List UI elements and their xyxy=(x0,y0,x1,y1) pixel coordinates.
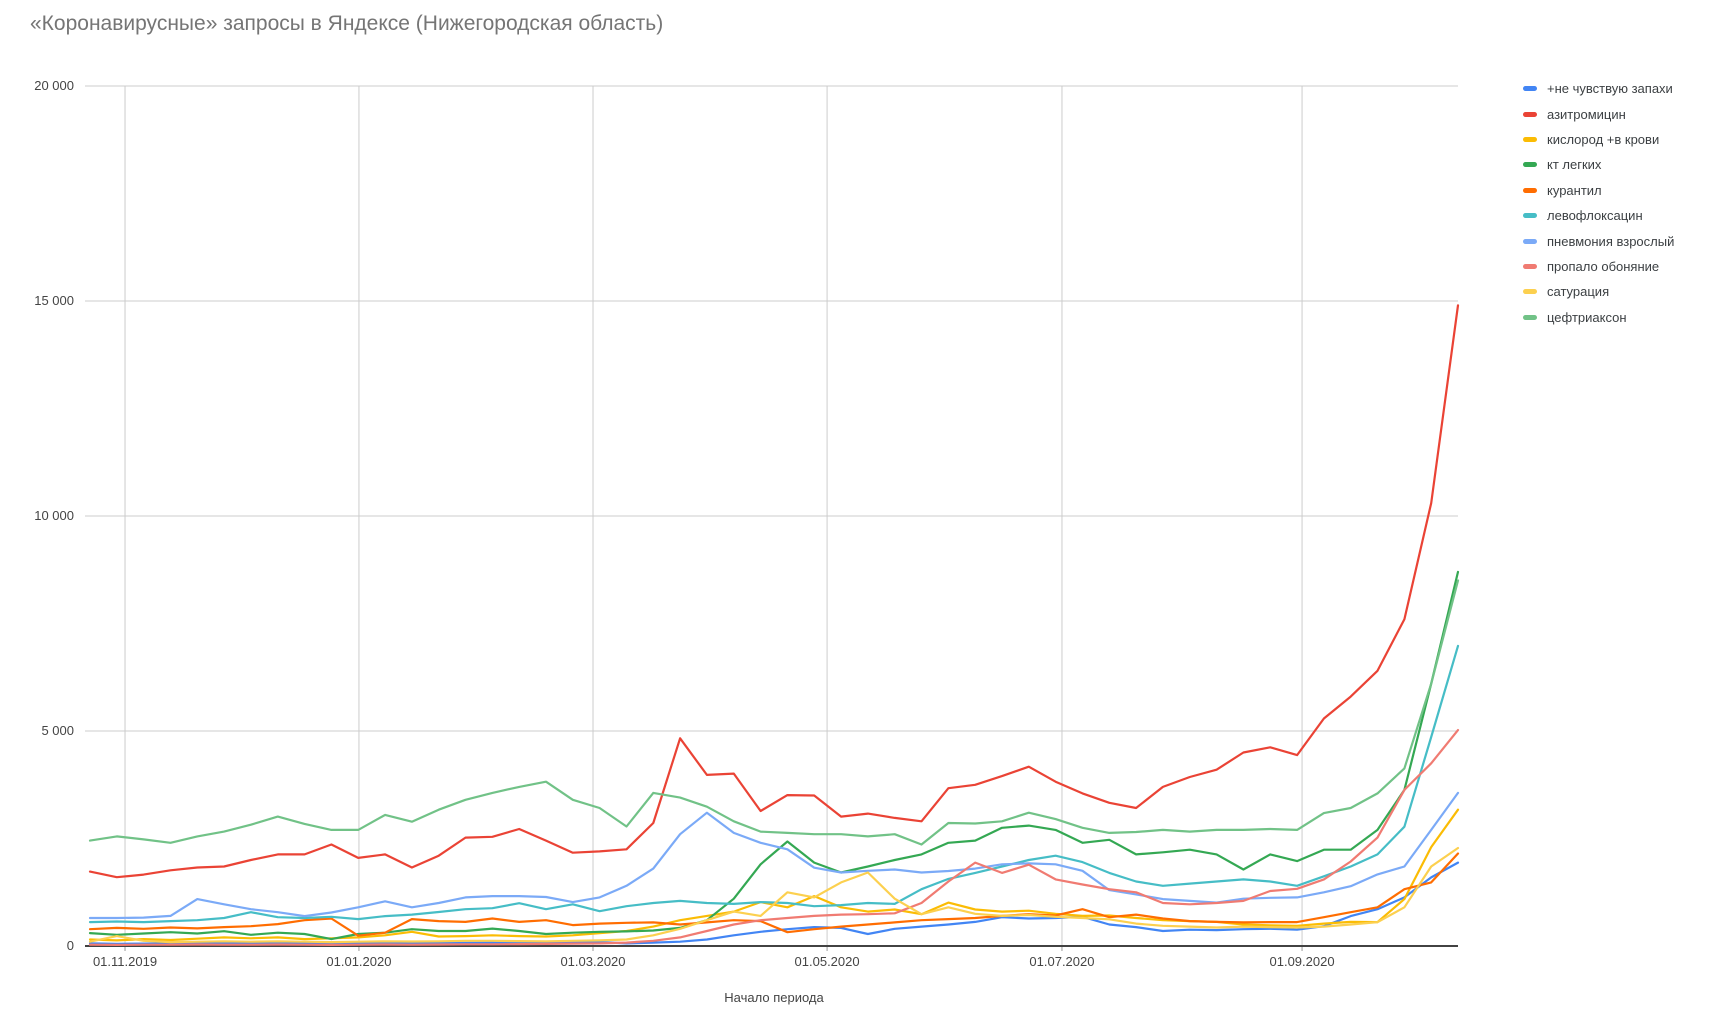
y-tick-label: 10 000 xyxy=(34,508,74,523)
series-line-4 xyxy=(88,852,1460,937)
y-tick-label: 5 000 xyxy=(41,723,74,738)
series-line-3 xyxy=(88,570,1460,941)
x-tick-label: 01.01.2020 xyxy=(326,954,392,969)
series-line-9 xyxy=(88,579,1460,846)
legend-swatch-icon xyxy=(1523,187,1537,193)
legend-swatch-icon xyxy=(1523,136,1537,142)
legend-label: левофлоксацин xyxy=(1547,208,1643,224)
x-tick-label: 01.07.2020 xyxy=(1029,954,1095,969)
legend-label: кислород +в крови xyxy=(1547,131,1660,147)
legend-item: пневмония взрослый xyxy=(1523,228,1674,253)
legend-swatch-icon xyxy=(1523,238,1537,244)
series-line-0 xyxy=(88,861,1460,946)
series-line-6 xyxy=(88,791,1460,920)
legend-item: цефтриаксон xyxy=(1523,305,1674,330)
legend-item: сатурация xyxy=(1523,279,1674,304)
legend-swatch-icon xyxy=(1523,289,1537,295)
legend-swatch-icon xyxy=(1523,263,1537,269)
legend-swatch-icon xyxy=(1523,162,1537,168)
legend-item: +не чувствую запахи xyxy=(1523,76,1674,101)
x-tick-label: 01.03.2020 xyxy=(560,954,626,969)
legend-label: азитромицин xyxy=(1547,106,1626,122)
y-tick-label: 15 000 xyxy=(34,293,74,308)
series-line-7 xyxy=(88,728,1460,947)
legend-swatch-icon xyxy=(1523,314,1537,320)
y-tick-label: 20 000 xyxy=(34,78,74,93)
series-line-8 xyxy=(88,846,1460,944)
legend-label: кт легких xyxy=(1547,157,1602,173)
legend-label: сатурация xyxy=(1547,284,1610,300)
legend-swatch-icon xyxy=(1523,213,1537,219)
chart-title: «Коронавирусные» запросы в Яндексе (Ниже… xyxy=(30,12,664,35)
legend-label: курантил xyxy=(1547,182,1602,198)
legend-item: левофлоксацин xyxy=(1523,203,1674,228)
x-tick-label: 01.09.2020 xyxy=(1269,954,1335,969)
legend-swatch-icon xyxy=(1523,86,1537,92)
legend-label: +не чувствую запахи xyxy=(1547,81,1673,97)
legend-item: кт легких xyxy=(1523,152,1674,177)
legend-label: пропало обоняние xyxy=(1547,258,1660,274)
legend-label: цефтриаксон xyxy=(1547,309,1627,325)
legend-swatch-icon xyxy=(1523,111,1537,117)
legend-item: курантил xyxy=(1523,178,1674,203)
legend-label: пневмония взрослый xyxy=(1547,233,1675,249)
series-line-5 xyxy=(88,644,1460,924)
x-tick-label: 01.05.2020 xyxy=(794,954,860,969)
x-axis-title: Начало периода xyxy=(724,990,824,1005)
x-tick-label: 01.11.2019 xyxy=(92,954,158,969)
legend-item: кислород +в крови xyxy=(1523,127,1674,152)
series-line-1 xyxy=(88,304,1460,879)
y-tick-label: 0 xyxy=(66,938,74,953)
legend: +не чувствую запахи азитромицин кислород +… xyxy=(1523,76,1674,330)
legend-item: азитромицин xyxy=(1523,101,1674,126)
legend-item: пропало обоняние xyxy=(1523,254,1674,279)
